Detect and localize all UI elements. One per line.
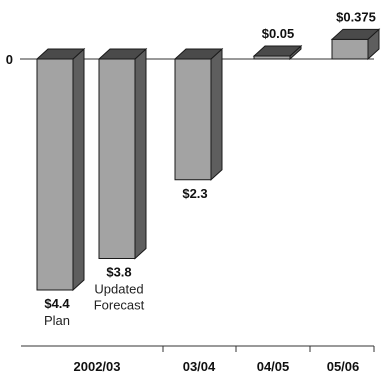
bar-top <box>252 45 303 57</box>
bar-2 <box>173 47 224 181</box>
bar-top <box>330 28 381 40</box>
bar-value-label: $0.375 <box>336 9 376 24</box>
bar-front <box>36 58 74 291</box>
x-tick-label: 04/05 <box>257 359 290 374</box>
bar-4 <box>330 28 381 61</box>
bar-3 <box>252 44 303 61</box>
bar-top <box>35 48 86 60</box>
bar-0 <box>35 47 86 292</box>
x-tick-label: 05/06 <box>327 359 360 374</box>
bar-side <box>72 47 85 292</box>
bar-value-label: $3.8 <box>106 265 131 280</box>
bar-top <box>97 48 148 60</box>
bar-top <box>173 48 224 60</box>
bar-front <box>331 38 369 60</box>
bar-sub-label: Forecast <box>94 298 145 313</box>
bar-side <box>210 47 223 181</box>
bar-sub-label: Plan <box>44 313 70 328</box>
x-tick-label: 2002/03 <box>74 359 121 374</box>
bar-value-label: $0.05 <box>262 26 295 41</box>
bar-sub-label: Updated <box>94 282 143 297</box>
bar-value-label: $4.4 <box>44 296 70 311</box>
bar-front <box>174 58 212 181</box>
bar-side <box>134 47 147 260</box>
zero-tick-label: 0 <box>6 52 13 67</box>
bar-1 <box>97 47 148 260</box>
chart-category-labels: 2002/03 03/04 04/05 05/06 <box>74 359 360 374</box>
x-tick-label: 03/04 <box>183 359 216 374</box>
bar-value-label: $2.3 <box>182 186 207 201</box>
bar-front <box>98 58 136 259</box>
chart-bars <box>35 28 381 292</box>
